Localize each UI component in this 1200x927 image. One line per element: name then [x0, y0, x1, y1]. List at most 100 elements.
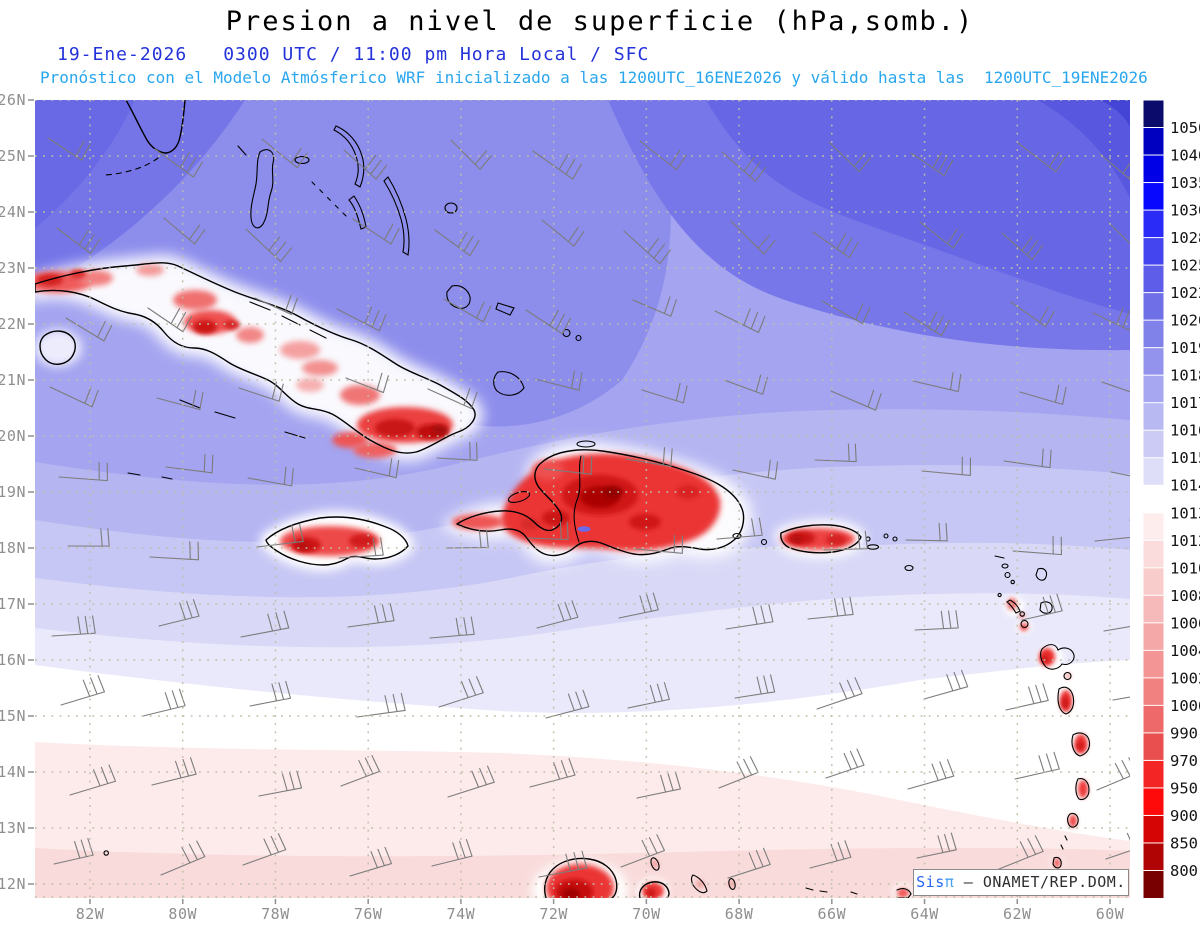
lon-label: 74W: [447, 905, 476, 923]
colorbar-block: [1142, 99, 1165, 129]
wind-barb: [340, 755, 381, 787]
wind-barb: [534, 370, 583, 391]
wind-barb: [69, 764, 117, 796]
lat-label: 26N: [0, 91, 26, 109]
lat-label: 20N: [0, 427, 26, 445]
wind-barb: [812, 231, 859, 259]
wind-barb: [434, 229, 480, 257]
wind-barb: [823, 530, 868, 551]
lat-label: 18N: [0, 539, 26, 557]
colorbar-block: [1142, 594, 1165, 624]
colorbar-block: [1142, 127, 1165, 157]
tortuga-island: [576, 440, 596, 448]
wind-barb: [443, 298, 492, 323]
paraguana-peninsula: [638, 881, 670, 898]
wind-barb: [163, 217, 206, 245]
wind-barb: [336, 306, 387, 332]
wind-barbs: [47, 137, 1130, 879]
lon-label: 62W: [1003, 905, 1032, 923]
colorbar-block: [1142, 539, 1165, 569]
wind-barb: [641, 382, 688, 404]
wind-barb: [919, 221, 964, 249]
wind-barb: [545, 689, 590, 719]
colorbar-block: [1142, 512, 1165, 542]
colorbar-label: 1035: [1170, 174, 1200, 192]
colorbar-block: [1142, 182, 1165, 212]
wind-barb: [58, 461, 108, 482]
wind-barb: [431, 839, 473, 867]
wind-barb: [1003, 448, 1052, 469]
colorbar-label: 1016: [1170, 422, 1200, 440]
wind-barb: [450, 139, 492, 170]
colorbar-label: 1050: [1170, 119, 1200, 137]
leeward-islands: [994, 555, 1053, 629]
wind-barb: [1014, 751, 1060, 780]
colorbar-block: [1142, 814, 1165, 844]
axis-labels: 26N 25N 24N 23N 22N 21N 20N 19N 18N 17N 16N 15N 14N 1…: [0, 91, 1124, 923]
wind-barb: [160, 840, 206, 876]
guajira-peninsula: [544, 857, 618, 898]
wind-barb: [916, 832, 957, 859]
south-caribbean-islands: [103, 850, 858, 895]
colorbar-label: 1018: [1170, 367, 1200, 385]
colorbar-block: [1142, 457, 1165, 487]
wind-barb: [151, 757, 197, 786]
wind-barb: [56, 227, 101, 255]
wind-barb: [821, 300, 871, 325]
lat-label: 25N: [0, 147, 26, 165]
wind-barb: [627, 682, 670, 709]
colorbar-block: [1142, 704, 1165, 734]
cuba-coastline: [35, 262, 476, 454]
wind-barb: [1001, 232, 1044, 261]
credit-org-label: – ONAMET/REP.DOM.: [954, 873, 1126, 891]
mona-island: [760, 538, 768, 546]
lon-label: 72W: [539, 905, 568, 923]
cuba-cays: [179, 301, 327, 439]
isla-juventud-coastline: [39, 330, 76, 365]
colorbar-label: 950: [1170, 779, 1198, 797]
lon-label: 82W: [76, 905, 105, 923]
wind-barb: [256, 523, 304, 548]
wind-barb: [1096, 757, 1130, 791]
colorbar-block: [1142, 787, 1165, 817]
wind-barb: [923, 669, 969, 700]
margarita-island: [896, 888, 912, 898]
colorbar-label: 1020: [1170, 312, 1200, 330]
colorbar-block: [1142, 154, 1165, 184]
wind-barb: [525, 309, 572, 335]
wind-barb: [532, 150, 583, 180]
colorbar-block: [1142, 292, 1165, 322]
pressure-field: [35, 100, 1130, 898]
wind-barb: [734, 674, 776, 699]
lake-enriquillo: [577, 526, 591, 532]
wind-barb: [447, 765, 495, 798]
wind-barb: [258, 770, 303, 797]
colorbar-label: 800: [1170, 862, 1198, 880]
lat-label: 14N: [0, 763, 26, 781]
wind-barb: [429, 616, 475, 639]
wind-barb: [725, 604, 774, 630]
guadeloupe-island: [1040, 644, 1075, 681]
wind-barb: [254, 294, 298, 316]
colorbar-block: [1142, 649, 1165, 679]
cayman-islands: [127, 472, 173, 480]
forecast-line: Pronóstico con el Modelo Atmósferico WRF…: [40, 68, 1148, 87]
gridlines: [35, 100, 1130, 898]
wind-barb: [242, 833, 287, 866]
colorbar-label: 1025: [1170, 257, 1200, 275]
colorbar-block: [1142, 402, 1165, 432]
wind-barb: [912, 371, 962, 393]
florida-keys: [105, 157, 159, 176]
colorbar-label: 1000: [1170, 697, 1200, 715]
wind-barb: [338, 537, 384, 559]
wind-barb: [49, 386, 99, 408]
lat-label: 17N: [0, 595, 26, 613]
colorbar-block: [1142, 567, 1165, 597]
wind-barb: [147, 307, 193, 333]
wind-barb: [828, 141, 871, 173]
wind-barb: [816, 677, 863, 710]
colorbar-label: 1002: [1170, 669, 1200, 687]
colorbar-block: [1142, 264, 1165, 294]
wind-barb: [727, 847, 771, 879]
